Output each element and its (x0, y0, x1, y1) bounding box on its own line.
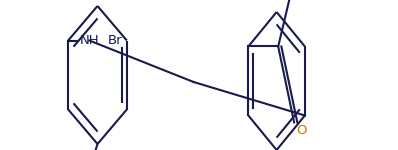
Text: O: O (296, 124, 306, 137)
Text: Br: Br (107, 34, 122, 47)
Text: NH: NH (80, 34, 100, 47)
